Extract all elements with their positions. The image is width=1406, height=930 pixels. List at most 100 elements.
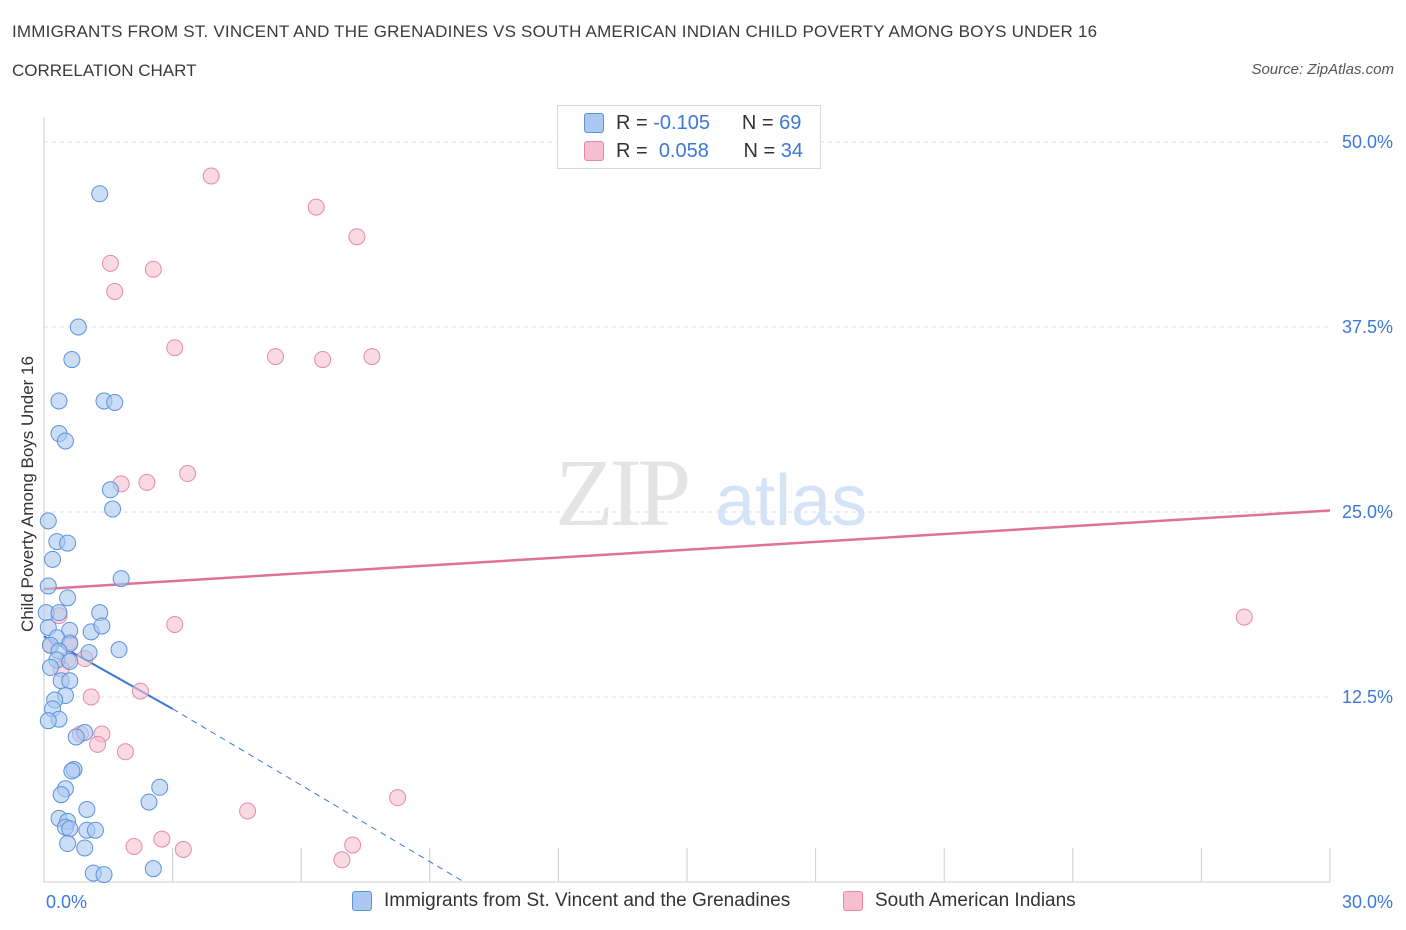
pink-point [144,260,162,278]
y-tick-label: 37.5% [1342,317,1393,337]
blue-point [76,839,94,857]
legend-item-south-american-indians: South American Indians [843,890,1076,912]
pink-point [266,348,284,366]
legend-r-value: 0.058 [658,139,709,162]
grid-lines [44,141,1330,698]
pink-point [307,198,325,216]
blue-point [41,658,59,676]
blue-point [50,392,68,410]
pink-point [179,465,197,483]
blue-point [86,821,104,839]
x-tick-labels: 0.0% 30.0% [46,892,1393,912]
pink-trend-line [43,509,1331,591]
watermark: ZIP atlas [555,439,867,546]
pink-point [363,348,381,366]
pink-point [116,743,134,761]
blue-point [39,512,57,530]
blue-point [61,652,79,670]
legend-r-value: -0.105 [653,111,710,134]
pink-point [348,228,366,246]
blue-point [59,835,77,853]
legend-swatch-blue [584,113,604,133]
y-tick-label: 50.0% [1342,132,1393,152]
blue-point [63,762,81,780]
legend-r-label: R = [616,139,648,162]
y-axis-label: Child Poverty Among Boys Under 16 [18,356,37,632]
y-tick-label: 25.0% [1342,502,1393,522]
pink-point [131,682,149,700]
pink-point [101,254,119,272]
legend-swatch-blue [352,891,372,911]
pink-point [1235,608,1253,626]
blue-point [151,778,169,796]
x-tick-label: 30.0% [1342,892,1393,912]
legend-row-pink: R = 0.058 N = 34 [584,138,803,164]
blue-point [104,500,122,518]
blue-point [93,617,111,635]
pink-point [202,167,220,185]
pink-point [106,282,124,300]
blue-point [110,641,128,659]
blue-point [106,393,124,411]
watermark-zip: ZIP [555,439,688,546]
pink-point [82,688,100,706]
y-tick-label: 12.5% [1342,687,1393,707]
blue-point [39,577,57,595]
pink-point [89,735,107,753]
blue-point [56,432,74,450]
pink-point [333,851,351,869]
watermark-atlas: atlas [715,461,867,541]
blue-point [39,712,57,730]
pink-point [174,840,192,858]
data-points [37,167,1253,884]
legend-r-label: R = [616,111,648,134]
legend-n-value: 34 [780,139,803,162]
blue-point [67,728,85,746]
pink-point [166,615,184,633]
legend-swatch-pink [843,891,863,911]
blue-point [144,860,162,878]
source-label: Source: ZipAtlas.com [1251,61,1394,78]
pink-point [138,473,156,491]
legend-swatch-pink [584,141,604,161]
blue-trend-extension [172,708,465,883]
blue-point [61,820,79,838]
legend-n-label: N = [741,111,774,134]
axes [43,117,1331,883]
pink-point [389,789,407,807]
blue-point [63,351,81,369]
blue-point [44,550,62,568]
legend-label: Immigrants from St. Vincent and the Gren… [384,890,791,911]
y-tick-labels: 12.5% 25.0% 37.5% 50.0% [1342,132,1393,707]
blue-point [95,866,113,884]
pink-point [166,339,184,357]
pink-point [239,802,257,820]
legend-row-blue: R = -0.105 N = 69 [584,110,801,136]
correlation-legend: R = -0.105 N = 69 R = 0.058 N = 34 [557,105,821,169]
blue-point [69,318,87,336]
blue-point [140,793,158,811]
pink-point [344,836,362,854]
blue-point [50,604,68,622]
x-tick-label: 0.0% [46,892,87,912]
blue-point [59,534,77,552]
blue-point [80,644,98,662]
blue-point [52,786,70,804]
blue-point [78,800,96,818]
legend-label: South American Indians [875,890,1076,911]
blue-point [101,481,119,499]
legend-item-immigrants: Immigrants from St. Vincent and the Gren… [352,890,790,912]
blue-point [112,570,130,588]
blue-point [59,589,77,607]
legend-n-value: 69 [779,111,802,134]
pink-point [125,837,143,855]
pink-point [153,830,171,848]
legend-n-label: N = [743,139,776,162]
blue-point [91,185,109,203]
trend-lines [43,509,1331,883]
pink-point [314,351,332,369]
chart-title: IMMIGRANTS FROM ST. VINCENT AND THE GREN… [12,22,1098,41]
chart-subtitle: CORRELATION CHART [12,61,197,80]
blue-point [61,672,79,690]
